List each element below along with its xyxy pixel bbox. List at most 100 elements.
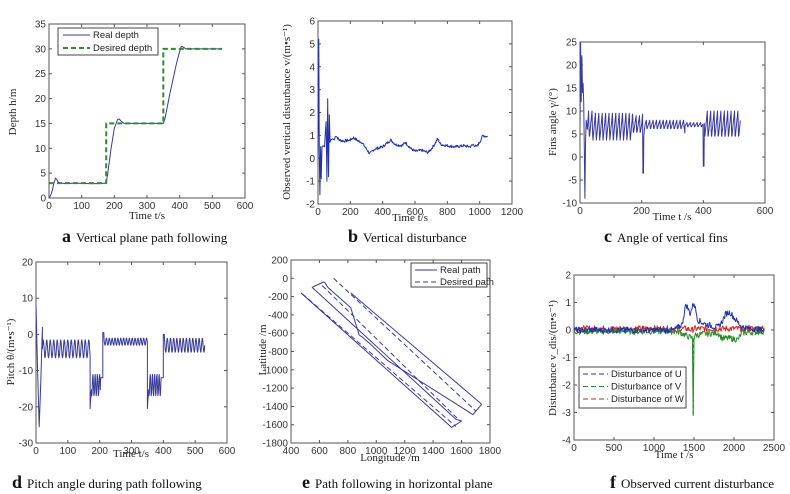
y-tick-label: 0 <box>565 326 571 337</box>
y-tick-label: -20 <box>19 402 34 413</box>
panel-caption: d Pitch angle during path following <box>12 472 202 492</box>
y-tick-label: -30 <box>19 439 34 450</box>
y-tick-label: -1 <box>562 353 571 364</box>
series-line-real-path <box>300 281 482 428</box>
y-tick-label: 0 <box>282 274 288 285</box>
x-tick-label: 1200 <box>394 446 417 457</box>
caption-text: Pitch angle during path following <box>27 476 202 491</box>
x-tick-label: 400 <box>374 207 391 218</box>
caption-letter: e <box>302 472 310 492</box>
x-tick-label: 1500 <box>683 443 706 454</box>
legend-label: Disturbance of W <box>611 394 684 405</box>
series-line-disturbance-u <box>574 303 765 334</box>
y-tick-label: 5 <box>40 169 46 180</box>
panel-caption: f Observed current disturbance <box>610 472 774 492</box>
y-tick-label: 2 <box>309 108 315 119</box>
y-tick-label: -1600 <box>262 420 288 431</box>
y-tick-label: 30 <box>35 44 47 55</box>
series-line-desired-depth <box>49 47 223 185</box>
x-tick-label: 600 <box>237 201 254 212</box>
y-tick-label: -1400 <box>262 402 288 413</box>
y-tick-label: -2 <box>306 200 315 211</box>
x-tick-label: 200 <box>342 207 359 218</box>
caption-letter: c <box>604 226 612 246</box>
x-axis-label: Time t/s <box>113 448 149 460</box>
y-axis-label: Depth h/m <box>7 88 19 135</box>
x-tick-label: 400 <box>155 446 172 457</box>
y-tick-label: -1 <box>306 177 315 188</box>
plot-area-d <box>35 261 228 444</box>
legend-label: Real depth <box>93 30 139 41</box>
y-tick-label: 0 <box>571 153 577 164</box>
y-tick-label: 20 <box>566 61 578 72</box>
x-tick-label: 1000 <box>469 207 492 218</box>
panel-f: 0 500 1000 1500 2000 2500 -4 -3 -2 -1 0 1 2 Time t /s… <box>547 271 786 493</box>
x-tick-label: 200 <box>91 446 108 457</box>
legend-box <box>410 262 488 288</box>
y-tick-label: -1000 <box>262 365 288 376</box>
legend: Disturbance of U Disturbance of VDisturba… <box>578 366 687 409</box>
legend-box <box>57 27 159 56</box>
legend-label: Disturbance of U <box>611 369 682 380</box>
series-group <box>49 45 223 198</box>
x-tick-label: 1400 <box>422 446 445 457</box>
legend: Real depth Desired depth <box>57 27 159 56</box>
x-tick-label: 2000 <box>723 443 746 454</box>
panel-a: 0 100 200 300 400 500 600 0 5 10 15 20 25 30 35 Time t/… <box>7 20 254 247</box>
y-tick-label: 15 <box>566 84 578 95</box>
y-tick-label: 6 <box>309 17 315 28</box>
y-tick-label: 15 <box>35 119 47 130</box>
x-tick-label: 600 <box>757 206 774 217</box>
series-group <box>318 38 488 196</box>
y-tick-label: 25 <box>35 69 47 80</box>
y-tick-label: 10 <box>35 144 47 155</box>
panel-e: 400 600 800 1000 1200 1400 1600 1800 -1800 -1600 -… <box>257 256 502 493</box>
caption-text: Path following in horizontal plane <box>315 476 493 491</box>
caption-letter: b <box>348 226 358 246</box>
y-tick-label: -1200 <box>262 384 288 395</box>
panel-b: 0 200 400 600 800 1000 1200 -2 -1 0 1 2 3 4 5 6 Time t/s… <box>281 17 524 247</box>
legend-label: Real path <box>440 265 481 276</box>
series-line-desired-path <box>302 293 457 427</box>
x-tick-label: 0 <box>571 443 577 454</box>
y-tick-label: 1 <box>309 131 315 142</box>
y-tick-label: 10 <box>22 294 34 305</box>
x-tick-label: 0 <box>33 446 39 457</box>
legend-box <box>578 366 687 409</box>
x-tick-label: 1200 <box>501 207 524 218</box>
y-tick-label: 1 <box>565 298 571 309</box>
y-tick-label: -10 <box>563 199 578 210</box>
x-tick-label: 800 <box>340 446 357 457</box>
x-tick-label: 800 <box>439 207 456 218</box>
y-tick-label: 35 <box>35 20 47 31</box>
caption-letter: a <box>62 226 71 246</box>
panel-caption: b Vertical disturbance <box>348 226 467 246</box>
x-tick-label: 500 <box>204 201 221 212</box>
y-tick-label: 2 <box>565 271 571 282</box>
y-tick-label: 200 <box>271 256 288 267</box>
x-axis-label: Time t/s <box>392 212 428 224</box>
y-tick-label: 20 <box>35 94 47 105</box>
y-axis-label: Observed vertical disturbance v/(m•s⁻¹) <box>281 24 293 200</box>
x-tick-label: 600 <box>407 207 424 218</box>
x-tick-label: 200 <box>106 201 123 212</box>
x-tick-label: 0 <box>315 207 321 218</box>
x-axis-label: Time t /s <box>655 449 694 461</box>
y-tick-label: -600 <box>268 329 288 340</box>
x-tick-label: 1600 <box>450 446 473 457</box>
y-tick-label: 3 <box>309 85 315 96</box>
y-tick-label: -10 <box>19 366 34 377</box>
x-tick-label: 400 <box>695 206 712 217</box>
x-tick-label: 1000 <box>643 443 666 454</box>
y-tick-label: 4 <box>309 62 315 73</box>
x-tick-label: 100 <box>73 201 90 212</box>
series-group <box>574 303 765 416</box>
x-tick-label: 600 <box>311 446 328 457</box>
y-axis-label: Fins angle γ/(°) <box>547 88 559 156</box>
y-tick-label: -4 <box>562 436 571 447</box>
x-tick-label: 0 <box>577 206 583 217</box>
y-tick-label: -1800 <box>262 439 288 450</box>
series-line-desired-path <box>321 285 461 422</box>
